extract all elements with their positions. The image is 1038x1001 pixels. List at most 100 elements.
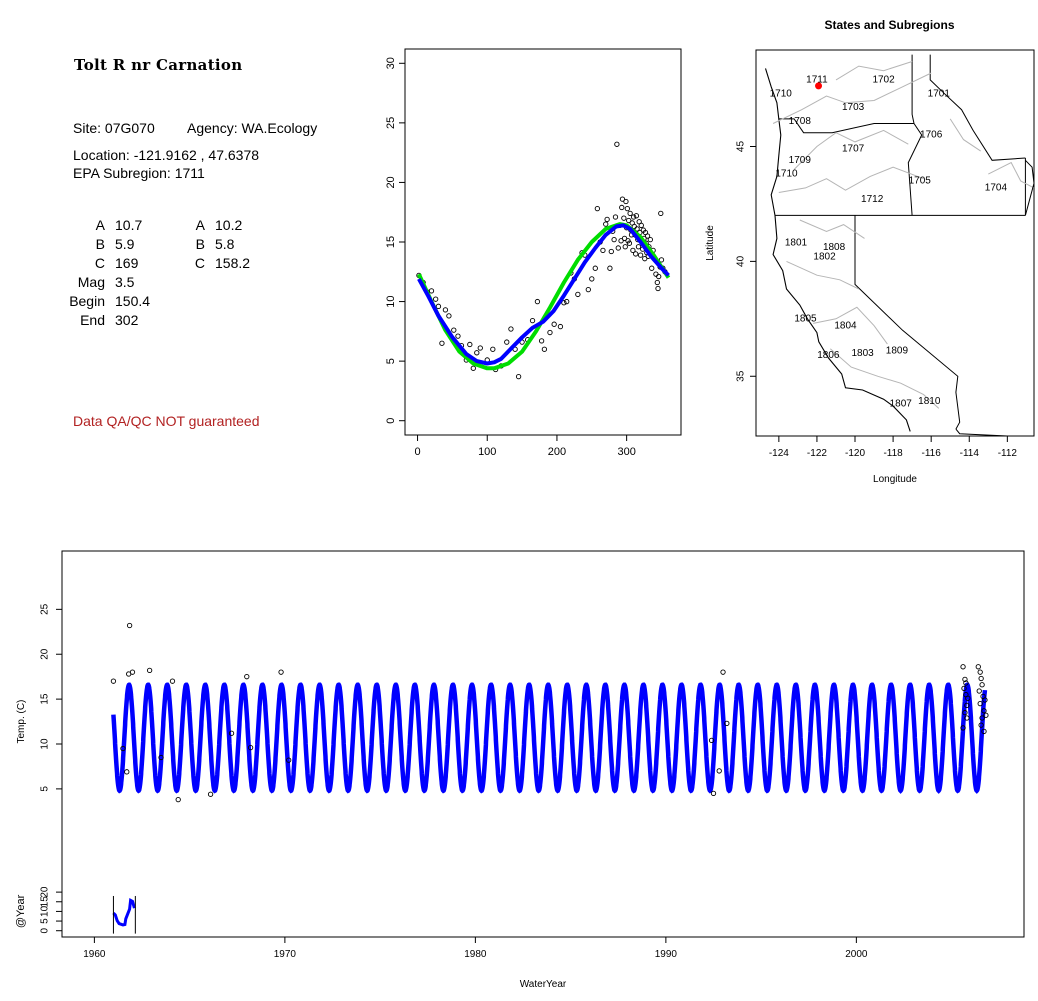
data-point	[619, 196, 626, 202]
y2-tick-label: 0	[40, 927, 51, 933]
data-point	[146, 667, 153, 674]
subregion-border	[772, 72, 932, 124]
param1-row: Mag 3.5	[45, 273, 150, 292]
param-value: 158.2	[215, 255, 251, 271]
param1-row: End 302	[45, 311, 150, 330]
data-point	[637, 252, 644, 258]
y-tick-label: 5	[40, 786, 51, 792]
param-value: 3.5	[115, 274, 135, 290]
data-point	[564, 298, 570, 305]
data-point	[618, 238, 624, 244]
param-label: End	[80, 312, 105, 328]
region-label: 1808	[823, 242, 846, 253]
data-point	[451, 327, 457, 333]
data-point	[642, 256, 648, 262]
map-title: States and Subregions	[824, 18, 955, 32]
y-tick-label: 35	[736, 370, 747, 382]
data-point	[623, 198, 629, 205]
data-point	[594, 205, 601, 212]
data-point	[965, 695, 971, 701]
data-point	[624, 205, 630, 212]
data-point	[724, 720, 730, 727]
state-border	[1024, 159, 1035, 216]
y-tick-label: 30	[385, 57, 397, 69]
data-point	[435, 303, 442, 309]
data-point	[490, 346, 496, 352]
region-label: 1704	[985, 182, 1008, 193]
state-border	[778, 118, 914, 134]
qa-disclaimer: Data QA/QC NOT guaranteed	[73, 413, 260, 429]
param-value: 150.4	[115, 293, 151, 309]
param-label: B	[95, 236, 105, 252]
state-border	[854, 215, 961, 430]
param-label: C	[194, 255, 205, 271]
param-value: 10.2	[215, 217, 243, 233]
y2-tick-label: 5	[40, 918, 51, 924]
seasonal-chart: 0 100 200 300 0 5 10 15 20 25 30	[385, 48, 682, 458]
data-point	[978, 722, 984, 728]
data-point	[963, 680, 969, 686]
data-point	[622, 244, 628, 250]
state-border	[911, 54, 915, 124]
data-point	[120, 745, 126, 752]
data-point	[439, 340, 445, 346]
param2-row: C 158.2	[143, 254, 250, 273]
y-tick-label: 45	[736, 141, 747, 153]
state-border	[955, 428, 1008, 437]
data-point	[977, 700, 983, 707]
state-border	[907, 123, 923, 216]
data-point	[962, 709, 968, 716]
data-point	[633, 213, 640, 219]
x-tick-label: 200	[548, 446, 566, 458]
data-point	[547, 329, 553, 336]
x-tick-label: -124	[769, 448, 789, 459]
data-point	[608, 248, 614, 255]
x-axis-label: WaterYear	[520, 979, 567, 990]
data-point	[455, 333, 461, 339]
data-point	[975, 664, 981, 670]
site-id: Site: 07G070	[73, 120, 155, 136]
data-point	[477, 345, 483, 351]
param-value: 10.7	[115, 217, 143, 233]
subregion-border	[793, 129, 909, 170]
region-label: 1802	[813, 251, 836, 262]
x-tick-label: -112	[998, 448, 1018, 459]
data-point	[529, 317, 536, 324]
data-point	[126, 622, 133, 629]
data-point	[960, 664, 966, 670]
data-point	[634, 226, 640, 232]
data-point	[720, 669, 726, 675]
params-column-2: A 10.2 B 5.8 C 158.2	[143, 216, 250, 273]
data-point	[551, 321, 557, 327]
x-tick-label: 100	[478, 446, 496, 458]
data-point	[428, 288, 435, 294]
x-tick-label: 0	[414, 446, 420, 458]
region-label: 1701	[928, 88, 951, 99]
y-axis-label: Latitude	[705, 225, 716, 261]
y-tick-label: 5	[385, 358, 397, 364]
param-value: 5.8	[215, 236, 235, 252]
data-point	[286, 757, 292, 763]
y-tick-label: 10	[40, 738, 51, 750]
data-point	[977, 669, 983, 675]
data-point	[589, 276, 595, 282]
data-point	[129, 669, 136, 675]
data-point	[614, 141, 620, 147]
data-point	[633, 251, 639, 257]
subregion-border	[799, 219, 865, 239]
data-point	[467, 341, 473, 348]
data-point	[658, 210, 664, 217]
data-point	[110, 678, 117, 684]
param-label: C	[94, 255, 105, 271]
data-point	[612, 214, 619, 220]
region-label: 1707	[842, 143, 865, 154]
y-tick-label: 25	[385, 117, 397, 129]
data-point	[960, 725, 966, 731]
epa-subregion: EPA Subregion: 1711	[73, 165, 205, 181]
data-point	[644, 233, 651, 239]
x-tick-label: -114	[960, 448, 980, 459]
data-point	[585, 287, 591, 293]
data-point	[710, 790, 717, 797]
params-column-1: A 10.7 B 5.9 C 169 Mag 3.5 Begin 150.4 End 302	[45, 216, 150, 330]
data-point	[575, 291, 581, 298]
